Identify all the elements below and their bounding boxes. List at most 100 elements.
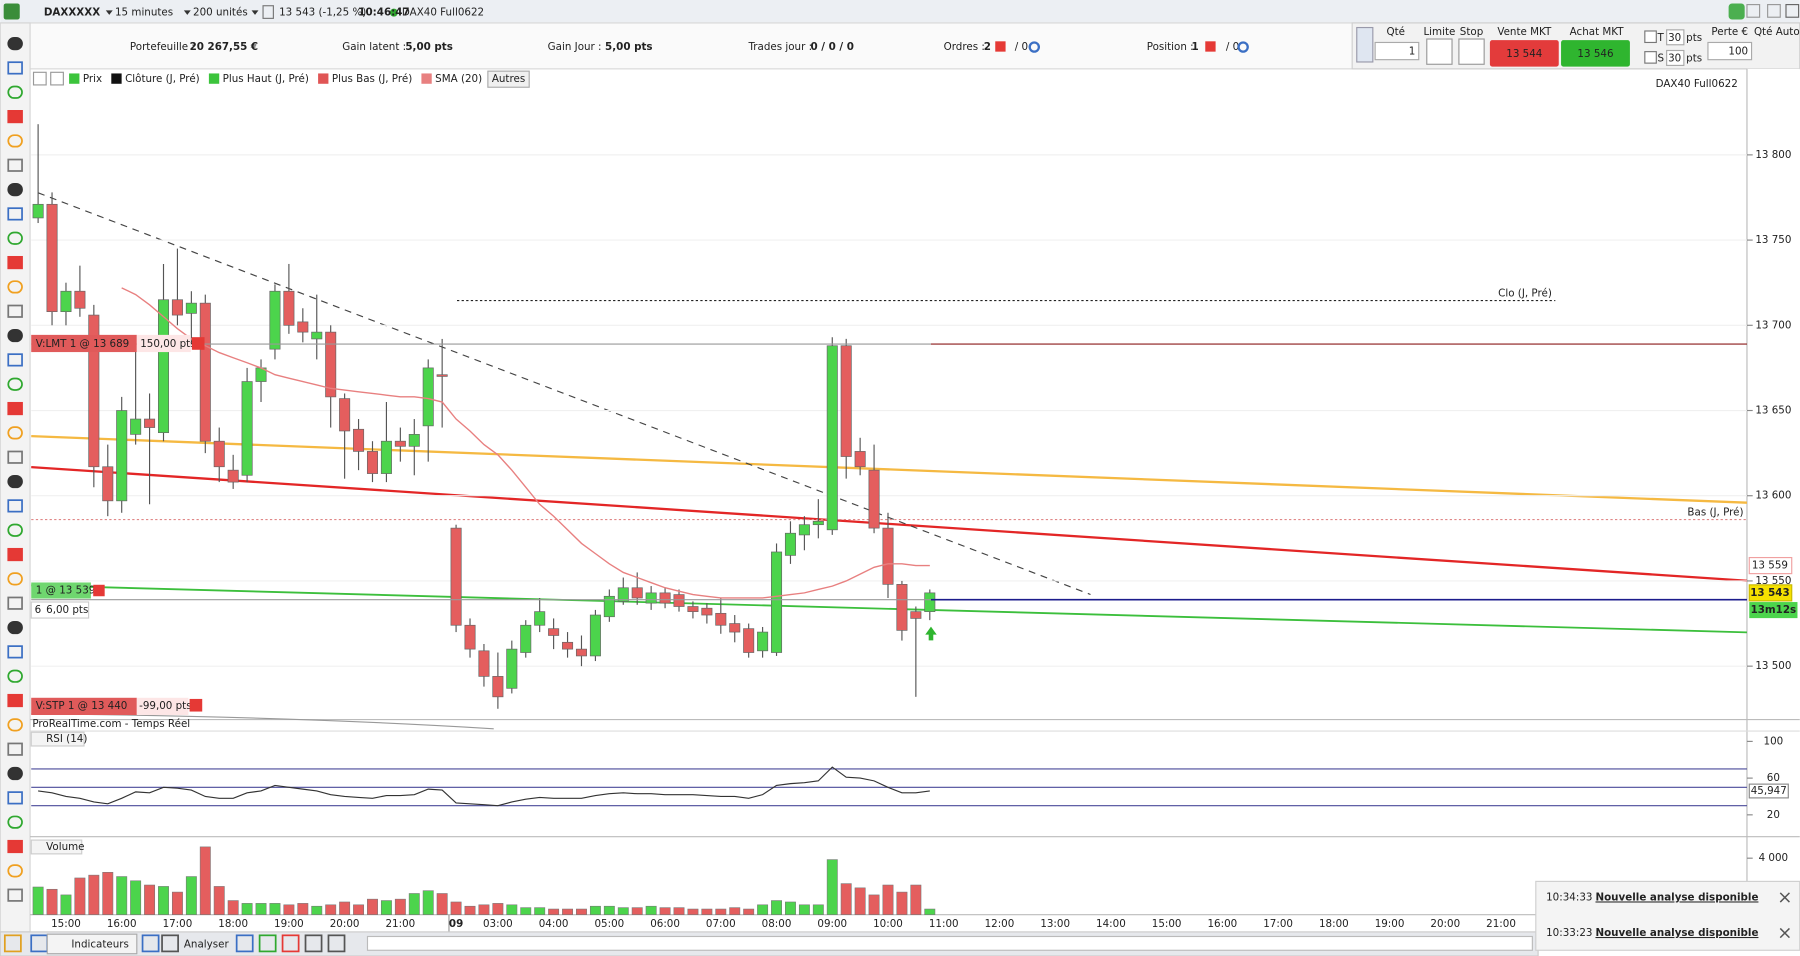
order-cancel[interactable] bbox=[189, 698, 203, 712]
trade-label: 30 bbox=[1668, 32, 1681, 44]
sell-button[interactable] bbox=[1489, 40, 1559, 67]
tool-icon[interactable] bbox=[7, 596, 23, 610]
pts-input[interactable] bbox=[1666, 49, 1685, 66]
tool-icon[interactable] bbox=[7, 669, 23, 683]
notification-panel bbox=[1535, 880, 1800, 951]
tool-icon[interactable] bbox=[7, 304, 23, 318]
legend-label[interactable]: Prix bbox=[83, 73, 102, 85]
window-button[interactable] bbox=[1746, 4, 1761, 18]
window-button[interactable] bbox=[1767, 4, 1781, 18]
notification-link[interactable]: Nouvelle analyse disponible bbox=[1595, 891, 1758, 903]
tool-icon[interactable] bbox=[7, 353, 23, 367]
tool-icon[interactable] bbox=[7, 766, 23, 781]
tool-icon[interactable] bbox=[7, 864, 23, 878]
close-icon[interactable] bbox=[1779, 892, 1790, 903]
tool-icon[interactable] bbox=[7, 791, 23, 805]
label[interactable]: DAXXXXX bbox=[44, 7, 100, 19]
tool-icon[interactable] bbox=[7, 620, 23, 635]
bottom-icon[interactable] bbox=[304, 934, 323, 953]
tool-icon[interactable] bbox=[7, 61, 23, 75]
bottom-icon[interactable] bbox=[327, 934, 346, 953]
tool-icon[interactable] bbox=[7, 328, 23, 343]
tool-icon[interactable] bbox=[7, 839, 23, 854]
tool-icon[interactable] bbox=[7, 134, 23, 148]
tool-icon[interactable] bbox=[7, 742, 23, 756]
label[interactable]: 200 unités bbox=[193, 7, 248, 19]
x-tick-label: 09 bbox=[449, 918, 463, 930]
tool-icon[interactable] bbox=[7, 572, 23, 586]
tool-icon[interactable] bbox=[7, 426, 23, 440]
legend-label[interactable]: Clôture (J, Pré) bbox=[125, 73, 200, 85]
tool-icon[interactable] bbox=[7, 255, 23, 270]
tool-icon[interactable] bbox=[7, 280, 23, 294]
bottom-label[interactable]: Indicateurs bbox=[71, 939, 129, 951]
tool-icon[interactable] bbox=[7, 401, 23, 416]
bottom-label[interactable]: Analyser bbox=[184, 939, 230, 951]
label[interactable]: 15 minutes bbox=[115, 7, 173, 19]
dropdown-arrow[interactable] bbox=[105, 10, 113, 15]
tool-icon[interactable] bbox=[7, 231, 23, 245]
trend-line bbox=[31, 584, 1747, 634]
label: 10:46:47 bbox=[358, 7, 409, 19]
volume-bar bbox=[144, 884, 156, 915]
tool-icon[interactable] bbox=[7, 450, 23, 464]
limit-button[interactable] bbox=[1426, 38, 1453, 65]
dropdown-arrow[interactable] bbox=[183, 10, 191, 15]
bottom-icon[interactable] bbox=[258, 934, 277, 953]
indicator-button[interactable] bbox=[46, 933, 138, 955]
cancel-icon[interactable] bbox=[1205, 41, 1216, 52]
bottom-icon[interactable] bbox=[141, 934, 160, 953]
bottom-icon[interactable] bbox=[281, 934, 300, 953]
tool-icon[interactable] bbox=[7, 815, 23, 829]
legend-button[interactable] bbox=[32, 71, 47, 86]
checkbox[interactable] bbox=[1644, 51, 1657, 64]
tool-icon[interactable] bbox=[7, 645, 23, 659]
notification-link[interactable]: Nouvelle analyse disponible bbox=[1595, 927, 1758, 939]
tool-icon[interactable] bbox=[7, 888, 23, 902]
tool-icon[interactable] bbox=[7, 547, 23, 562]
position-box[interactable] bbox=[31, 582, 91, 599]
dropdown-arrow[interactable] bbox=[251, 10, 259, 15]
settings-icon[interactable] bbox=[1237, 41, 1249, 53]
legend-label[interactable]: Plus Bas (J, Pré) bbox=[332, 73, 412, 85]
legend-label[interactable]: Plus Haut (J, Pré) bbox=[223, 73, 309, 85]
settings-button[interactable] bbox=[1356, 26, 1374, 63]
tool-icon[interactable] bbox=[7, 377, 23, 391]
tool-icon[interactable] bbox=[7, 158, 23, 172]
settings-icon[interactable] bbox=[1028, 41, 1041, 53]
window-button[interactable] bbox=[1728, 3, 1745, 20]
pts-input[interactable] bbox=[1666, 29, 1685, 46]
tool-icon[interactable] bbox=[7, 37, 23, 51]
window-button[interactable] bbox=[1785, 4, 1800, 18]
tool-icon[interactable] bbox=[7, 693, 23, 708]
loss-input[interactable] bbox=[1707, 41, 1753, 61]
candle-body bbox=[144, 418, 156, 428]
tool-icon[interactable] bbox=[7, 718, 23, 732]
order-box[interactable] bbox=[31, 334, 137, 353]
bottom-icon[interactable] bbox=[3, 934, 22, 953]
qty-input[interactable] bbox=[1374, 41, 1420, 61]
order-box[interactable] bbox=[31, 697, 137, 715]
legend-label[interactable]: Autres bbox=[492, 73, 525, 85]
legend-button[interactable] bbox=[487, 70, 530, 88]
tool-icon[interactable] bbox=[7, 110, 23, 124]
bottom-icon[interactable] bbox=[235, 934, 254, 953]
scrollbar[interactable] bbox=[366, 935, 1533, 951]
order-cancel[interactable] bbox=[191, 337, 205, 350]
tool-icon[interactable] bbox=[7, 85, 23, 99]
legend-button[interactable] bbox=[50, 71, 64, 86]
tool-icon[interactable] bbox=[7, 207, 23, 221]
checkbox[interactable] bbox=[1644, 30, 1657, 44]
tool-icon[interactable] bbox=[7, 499, 23, 513]
tool-icon[interactable] bbox=[7, 182, 23, 197]
tool-icon[interactable] bbox=[7, 523, 23, 537]
legend-label[interactable]: SMA (20) bbox=[435, 73, 482, 85]
cancel-icon[interactable] bbox=[995, 41, 1006, 52]
bottom-icon[interactable] bbox=[161, 934, 179, 953]
buy-button[interactable] bbox=[1561, 40, 1630, 67]
stop-button[interactable] bbox=[1458, 38, 1485, 65]
order-cancel[interactable] bbox=[93, 584, 105, 597]
level-label: Clo (J, Pré) bbox=[1498, 288, 1552, 300]
close-icon[interactable] bbox=[1779, 927, 1790, 939]
tool-icon[interactable] bbox=[7, 474, 23, 489]
